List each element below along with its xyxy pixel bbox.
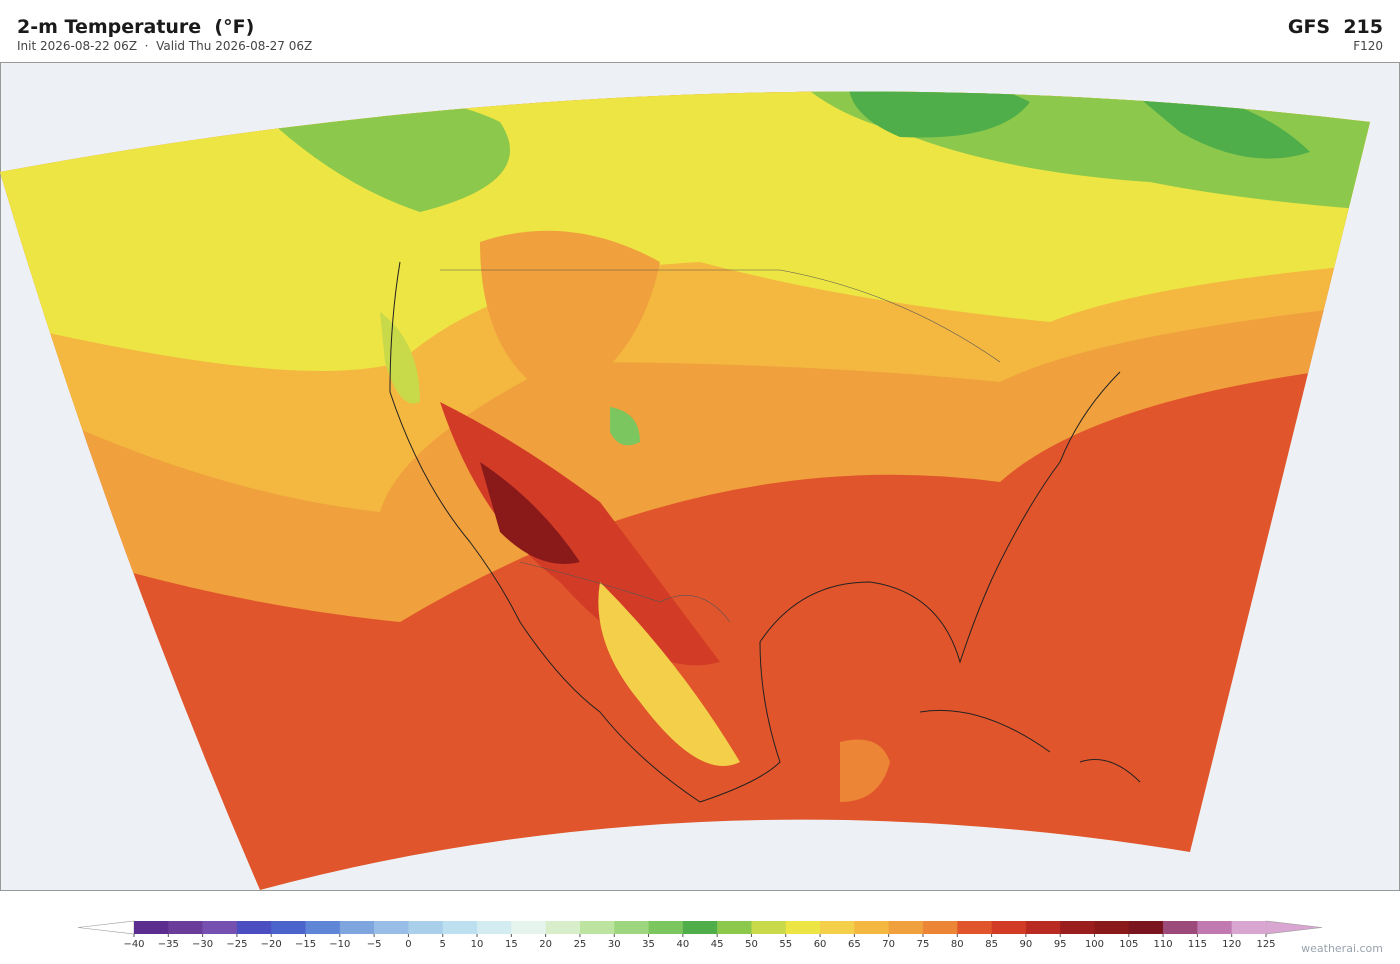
colorbar-tick-label: 55 xyxy=(779,939,792,950)
colorbar-tick-label: 20 xyxy=(539,939,552,950)
colorbar-segment xyxy=(408,921,444,934)
colorbar-segment xyxy=(957,921,992,934)
colorbar-segment xyxy=(991,921,1027,934)
forecast-hour: F120 xyxy=(1353,39,1383,53)
temperature-field xyxy=(0,91,1370,890)
colorbar-tick-label: 90 xyxy=(1020,939,1033,950)
colorbar-segment xyxy=(579,921,615,934)
colorbar-under xyxy=(77,920,135,935)
colorbar-segment xyxy=(785,921,821,934)
colorbar-tick-label: −30 xyxy=(192,939,213,950)
colorbar-segment xyxy=(1231,921,1267,934)
colorbar-segment xyxy=(648,921,684,934)
colorbar-tick-label: 95 xyxy=(1054,939,1067,950)
colorbar-segment xyxy=(1094,921,1130,934)
colorbar-segment xyxy=(374,921,409,934)
colorbar-segment xyxy=(1128,921,1164,934)
colorbar-tick-label: 25 xyxy=(574,939,587,950)
subtitle: Init 2026-08-22 06Z · Valid Thu 2026-08-… xyxy=(17,39,313,53)
colorbar-tick-label: 75 xyxy=(917,939,930,950)
colorbar-tick-label: −5 xyxy=(367,939,382,950)
colorbar-tick-label: 10 xyxy=(471,939,484,950)
colorbar-segment xyxy=(751,921,787,934)
colorbar-over xyxy=(1265,920,1323,935)
colorbar-segment xyxy=(511,921,546,934)
colorbar-tick-label: 85 xyxy=(985,939,998,950)
colorbar-tick-label: 30 xyxy=(608,939,621,950)
colorbar-segment xyxy=(820,921,855,934)
colorbar-tick-label: −40 xyxy=(123,939,144,950)
colorbar-segment xyxy=(134,921,169,934)
colorbar-segment xyxy=(1197,921,1232,934)
colorbar-tick-label: 120 xyxy=(1222,939,1241,950)
colorbar-tick-label: 80 xyxy=(951,939,964,950)
colorbar-segment xyxy=(202,921,238,934)
coastlines xyxy=(389,261,1141,803)
colorbar-segment xyxy=(614,921,649,934)
colorbar-tick-label: 105 xyxy=(1119,939,1138,950)
map xyxy=(0,62,1400,891)
colorbar-segment xyxy=(1025,921,1061,934)
colorbar-tick-label: 60 xyxy=(814,939,827,950)
colorbar-segment xyxy=(854,921,889,934)
colorbar-segment xyxy=(236,921,272,934)
colorbar-tick-label: 125 xyxy=(1256,939,1275,950)
colorbar-segment xyxy=(168,921,203,934)
colorbar-tick-label: 115 xyxy=(1188,939,1207,950)
colorbar-tick-label: 110 xyxy=(1154,939,1173,950)
colorbar-tick-label: 40 xyxy=(676,939,689,950)
colorbar-tick-label: 0 xyxy=(405,939,411,950)
colorbar-segment xyxy=(1163,921,1198,934)
credit: weatherai.com xyxy=(1301,942,1383,955)
colorbar-segment xyxy=(442,921,478,934)
colorbar-tick-label: 45 xyxy=(711,939,724,950)
colorbar-segment xyxy=(717,921,752,934)
colorbar-tick-label: −20 xyxy=(261,939,282,950)
colorbar-tick-label: −10 xyxy=(329,939,350,950)
colorbar-tick-label: 100 xyxy=(1085,939,1104,950)
colorbar-segment xyxy=(682,921,718,934)
colorbar-segment xyxy=(1060,921,1095,934)
colorbar-tick-label: 35 xyxy=(642,939,655,950)
borders xyxy=(440,269,1001,623)
colorbar-tick-label: 50 xyxy=(745,939,758,950)
title: 2-m Temperature (°F) xyxy=(17,16,255,38)
colorbar-segment xyxy=(922,921,958,934)
colorbar-tick-label: −35 xyxy=(158,939,179,950)
colorbar-tick-label: 5 xyxy=(440,939,446,950)
colorbar-tick-label: −25 xyxy=(226,939,247,950)
colorbar-tick-label: 70 xyxy=(882,939,895,950)
colorbar-segment xyxy=(271,921,306,934)
colorbar: −40 −35 −30 −25 −20 −15 −10 −5 0 5 10 15 20 25 30 35 40 4… xyxy=(77,920,1323,950)
colorbar-segment xyxy=(305,921,341,934)
colorbar-tick-label: 15 xyxy=(505,939,518,950)
colorbar-tick-label: −15 xyxy=(295,939,316,950)
colorbar-segment xyxy=(545,921,581,934)
colorbar-segment xyxy=(888,921,924,934)
colorbar-tick-label: 65 xyxy=(848,939,861,950)
colorbar-segment xyxy=(339,921,375,934)
colorbar-segment xyxy=(477,921,512,934)
model-name: GFS 215 xyxy=(1287,16,1383,38)
